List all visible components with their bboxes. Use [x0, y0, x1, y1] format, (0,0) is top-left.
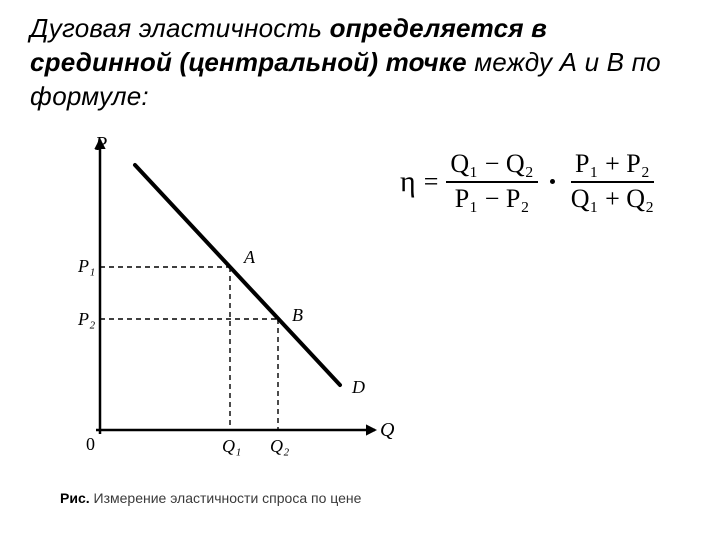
- demand-chart: A B D P Q P₁ P₂ Q₁ Q₂ 0: [60, 130, 400, 470]
- svg-text:A: A: [243, 247, 256, 267]
- fraction-2: P₁ + P₂ Q₁ + Q₂: [567, 150, 658, 213]
- svg-text:Q₂: Q₂: [270, 436, 289, 456]
- fraction-2-num: P₁ + P₂: [571, 150, 654, 183]
- svg-text:0: 0: [86, 434, 95, 454]
- arc-elasticity-formula: η = Q₁ − Q₂ P₁ − P₂ P₁ + P₂ Q₁ + Q₂: [400, 150, 700, 213]
- demand-chart-svg: A B D P Q P₁ P₂ Q₁ Q₂ 0: [60, 130, 400, 470]
- caption-rest: Измерение эластичности спроса по цене: [90, 490, 362, 506]
- svg-text:Q: Q: [380, 419, 395, 441]
- caption-bold: Рис.: [60, 490, 90, 506]
- multiply-dot-icon: [550, 179, 555, 184]
- svg-text:P: P: [94, 133, 107, 155]
- fraction-1-num: Q₁ − Q₂: [446, 150, 537, 183]
- eta-symbol: η: [400, 165, 416, 199]
- slide-title: Дуговая эластичность определяется в сред…: [30, 12, 690, 113]
- svg-text:D: D: [351, 377, 365, 397]
- svg-text:B: B: [292, 305, 303, 325]
- svg-text:P₁: P₁: [77, 256, 95, 276]
- svg-text:P₂: P₂: [77, 309, 95, 329]
- figure-caption: Рис. Измерение эластичности спроса по це…: [60, 490, 361, 506]
- slide: Дуговая эластичность определяется в сред…: [0, 0, 720, 540]
- fraction-1: Q₁ − Q₂ P₁ − P₂: [446, 150, 537, 213]
- title-part1: Дуговая эластичность: [30, 13, 322, 43]
- equals-sign: =: [424, 167, 439, 197]
- svg-text:Q₁: Q₁: [222, 436, 241, 456]
- fraction-1-den: P₁ − P₂: [451, 183, 534, 214]
- fraction-2-den: Q₁ + Q₂: [567, 183, 658, 214]
